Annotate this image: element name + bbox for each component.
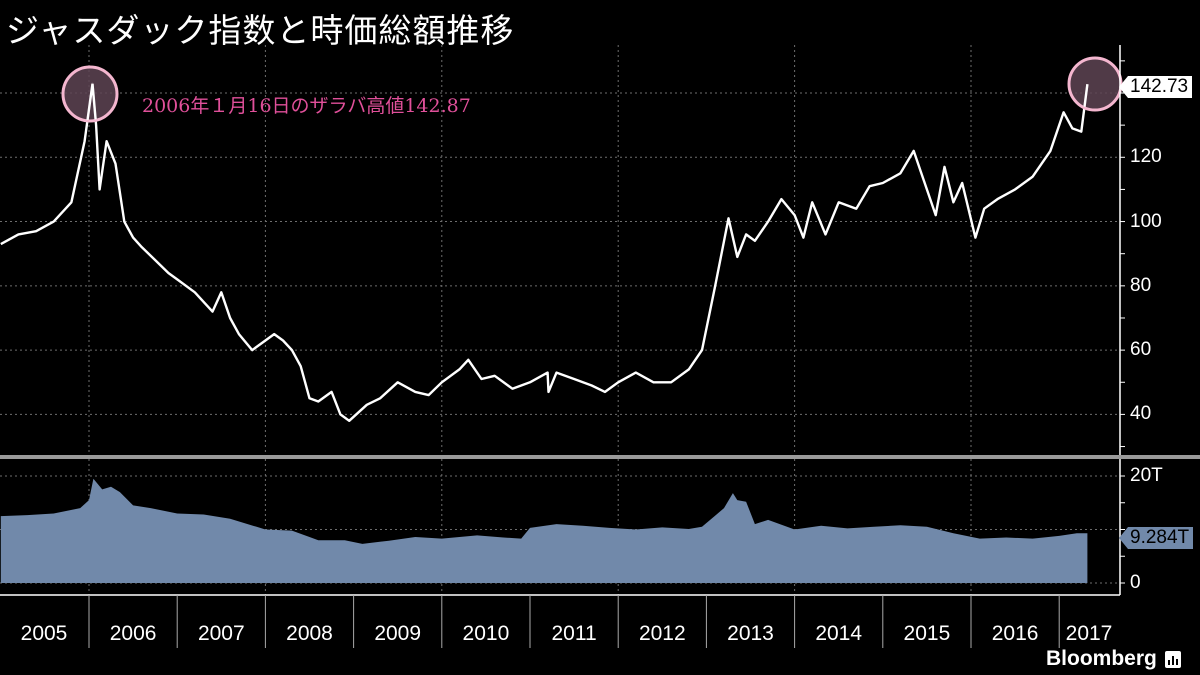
x-tick-label-2015: 2015 [903,622,951,645]
bloomberg-chart-icon [1164,650,1181,668]
x-tick-label-2008: 2008 [286,622,333,645]
y-tick-label-lower: 0 [1130,572,1141,593]
x-tick-label-2010: 2010 [462,622,510,645]
x-tick-label-2005: 2005 [20,622,68,645]
market-cap-area [0,478,1088,583]
x-tick-label-2014: 2014 [815,622,863,645]
peak-annotation: 2006年１月16日のザラバ高値142.87 [142,95,471,117]
panel-separator [0,455,1200,459]
y-tick-label: 120 [1130,146,1162,168]
y-tick-label: 60 [1130,339,1152,361]
chart-title: ジャスダック指数と時価総額推移 [6,11,515,50]
market-cap-badge: 9.284T [1118,527,1194,549]
highlighted-line-segments [64,83,1089,120]
x-tick-label-2007: 2007 [197,622,245,645]
last-value-badge: 142.73 [1118,76,1193,98]
x-tick-label-2009: 2009 [374,622,422,645]
x-tick-label-2016: 2016 [991,622,1039,645]
brand-name: Bloomberg [1046,647,1157,670]
y-tick-label: 100 [1130,210,1162,232]
bloomberg-logo: Bloomberg [1046,647,1181,671]
y-tick-label: 80 [1130,274,1152,296]
x-tick-label-2006: 2006 [109,622,157,645]
y-tick-label: 40 [1130,403,1152,425]
x-tick-label-2013: 2013 [727,622,774,645]
y-tick-label-lower: 20T [1130,465,1163,486]
highlight-circle-2017-last [1067,56,1123,112]
x-tick-label-2012: 2012 [638,622,686,645]
x-tick-label-2017: 2017 [1065,622,1113,645]
x-tick-label-2011: 2011 [551,622,597,645]
jasdaq-index-line [0,82,1089,422]
